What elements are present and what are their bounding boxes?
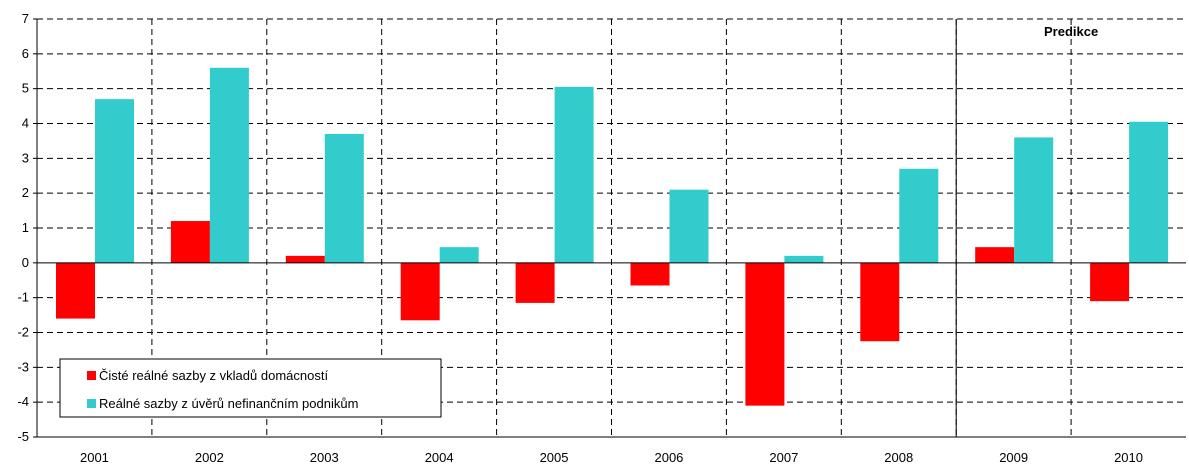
- bar-series-2: [784, 256, 823, 263]
- legend-swatch-series-1: [87, 371, 96, 380]
- y-tick-label: 5: [22, 81, 29, 96]
- bar-series-1: [1090, 263, 1129, 301]
- bar-series-2: [440, 247, 479, 263]
- x-tick-label: 2010: [1114, 450, 1143, 465]
- y-tick-label: -1: [17, 290, 29, 305]
- bar-series-1: [631, 263, 670, 286]
- bar-series-2: [555, 87, 594, 263]
- y-tick-label: 6: [22, 46, 29, 61]
- y-tick-label: -2: [17, 325, 29, 340]
- bar-series-1: [56, 263, 95, 319]
- y-tick-label: 2: [22, 185, 29, 200]
- x-tick-labels: 2001 2002 2003 2004 2005 2006 2007 2008 2009 2010: [80, 450, 1143, 465]
- legend-swatch-series-2: [87, 399, 96, 408]
- x-tick-label: 2005: [540, 450, 569, 465]
- bars: [56, 68, 1168, 406]
- bar-series-2: [1129, 122, 1168, 263]
- y-tick-labels: 7 6 5 4 3 2 1 0 -1 -2 -3 -4 -5: [17, 11, 29, 444]
- x-tick-label: 2009: [999, 450, 1028, 465]
- bar-series-1: [516, 263, 555, 303]
- x-tick-label: 2007: [769, 450, 798, 465]
- x-tick-label: 2002: [195, 450, 224, 465]
- x-tick-label: 2006: [654, 450, 683, 465]
- y-tick-label: -4: [17, 394, 29, 409]
- y-tick-label: 1: [22, 220, 29, 235]
- y-tick-label: -5: [17, 429, 29, 444]
- bar-series-2: [325, 134, 364, 263]
- bar-series-1: [975, 247, 1014, 263]
- bar-series-2: [670, 190, 709, 263]
- y-tick-label: -3: [17, 359, 29, 374]
- x-tick-label: 2008: [884, 450, 913, 465]
- bar-series-2: [95, 99, 134, 263]
- bar-series-1: [286, 256, 325, 263]
- bar-series-2: [899, 169, 938, 263]
- bar-series-1: [401, 263, 440, 320]
- bar-series-1: [745, 263, 784, 406]
- bar-series-2: [210, 68, 249, 263]
- y-tick-label: 3: [22, 150, 29, 165]
- y-tick-label: 0: [22, 255, 29, 270]
- bar-series-2: [1014, 137, 1053, 262]
- bar-series-1: [171, 221, 210, 263]
- y-tick-label: 7: [22, 11, 29, 26]
- x-tick-label: 2004: [425, 450, 454, 465]
- bar-series-1: [860, 263, 899, 341]
- legend: Čisté reálné sazby z vkladů domácností R…: [60, 359, 441, 417]
- x-tick-label: 2001: [80, 450, 109, 465]
- legend-label-series-2: Reálné sazby z úvěrů nefinančním podniků…: [99, 396, 358, 411]
- forecast-annotation: Predikce: [1044, 24, 1098, 39]
- legend-label-series-1: Čisté reálné sazby z vkladů domácností: [99, 368, 328, 383]
- y-tick-label: 4: [22, 116, 29, 131]
- x-tick-label: 2003: [310, 450, 339, 465]
